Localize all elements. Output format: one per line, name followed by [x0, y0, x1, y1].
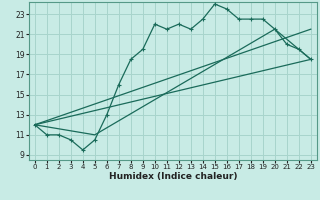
X-axis label: Humidex (Indice chaleur): Humidex (Indice chaleur)	[108, 172, 237, 181]
